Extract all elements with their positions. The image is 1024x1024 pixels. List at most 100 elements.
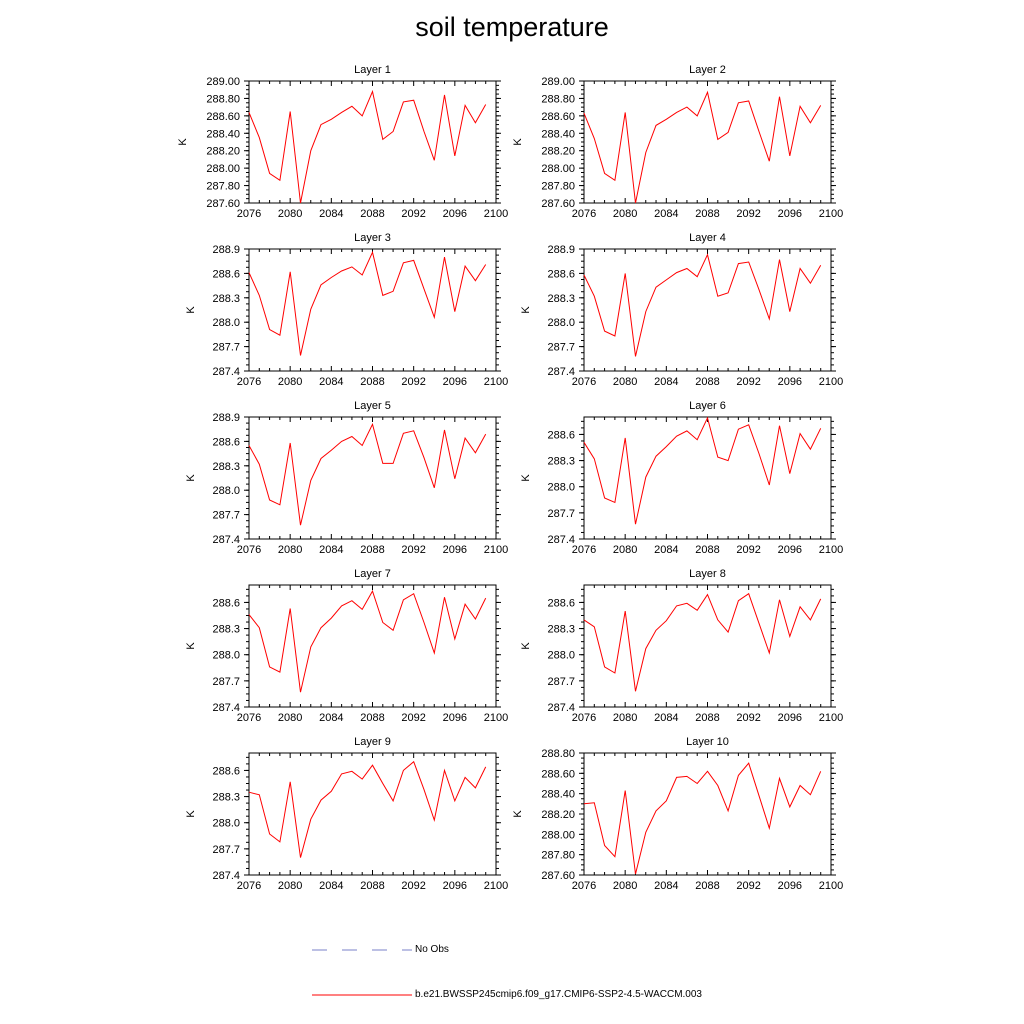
x-tick-label: 2100 bbox=[484, 208, 508, 220]
x-tick-label: 2092 bbox=[736, 880, 760, 892]
chart-panel-layer-7: 2076 2080 2084 2088 2092 2096 2100 287.4 287.7 28… bbox=[185, 568, 508, 724]
y-tick-label: 288.3 bbox=[547, 293, 575, 305]
chart-panel-layer-5: 2076 2080 2084 2088 2092 2096 2100 287.4 287.7 28… bbox=[185, 400, 508, 556]
panel-title: Layer 4 bbox=[689, 232, 726, 244]
series-line bbox=[583, 253, 822, 357]
y-tick-label: 287.4 bbox=[212, 366, 240, 378]
x-tick-label: 2092 bbox=[736, 376, 760, 388]
y-tick-label: 288.6 bbox=[212, 765, 240, 777]
x-tick-label: 2084 bbox=[654, 880, 678, 892]
x-tick-label: 2080 bbox=[613, 376, 637, 388]
series-line bbox=[583, 90, 822, 204]
y-axis-label: K bbox=[512, 810, 524, 818]
y-tick-label: 288.3 bbox=[547, 624, 575, 636]
x-tick-label: 2088 bbox=[360, 880, 384, 892]
x-tick-label: 2076 bbox=[237, 544, 261, 556]
y-tick-label: 287.7 bbox=[547, 676, 575, 688]
x-tick-label: 2080 bbox=[278, 880, 302, 892]
x-tick-label: 2076 bbox=[572, 376, 596, 388]
x-tick-label: 2076 bbox=[572, 544, 596, 556]
x-tick-label: 2096 bbox=[443, 544, 467, 556]
x-tick-label: 2080 bbox=[613, 712, 637, 724]
plot-frame bbox=[248, 416, 497, 540]
x-tick-label: 2100 bbox=[819, 208, 843, 220]
y-tick-label: 289.00 bbox=[206, 76, 240, 88]
x-tick-label: 2092 bbox=[401, 880, 425, 892]
y-tick-label: 288.60 bbox=[541, 768, 575, 780]
x-tick-label: 2096 bbox=[443, 712, 467, 724]
y-tick-label: 288.0 bbox=[547, 482, 575, 494]
y-tick-label: 287.7 bbox=[212, 676, 240, 688]
x-tick-label: 2076 bbox=[237, 376, 261, 388]
x-tick-label: 2076 bbox=[237, 712, 261, 724]
panel-title: Layer 1 bbox=[354, 64, 391, 76]
panel-title: Layer 6 bbox=[689, 400, 726, 412]
x-tick-label: 2088 bbox=[695, 880, 719, 892]
x-tick-label: 2096 bbox=[443, 880, 467, 892]
y-tick-label: 287.80 bbox=[541, 850, 575, 862]
y-tick-label: 288.3 bbox=[547, 456, 575, 468]
x-tick-label: 2096 bbox=[778, 712, 802, 724]
x-tick-label: 2088 bbox=[695, 544, 719, 556]
y-tick-label: 287.7 bbox=[212, 342, 240, 354]
x-tick-label: 2088 bbox=[695, 208, 719, 220]
x-tick-label: 2100 bbox=[484, 712, 508, 724]
y-tick-label: 288.6 bbox=[547, 429, 575, 441]
plot-frame bbox=[248, 248, 497, 372]
y-tick-label: 288.60 bbox=[206, 111, 240, 123]
x-tick-label: 2092 bbox=[736, 544, 760, 556]
y-tick-label: 287.4 bbox=[547, 366, 575, 378]
series-line bbox=[583, 416, 822, 525]
y-tick-label: 289.00 bbox=[541, 76, 575, 88]
y-tick-label: 288.20 bbox=[541, 146, 575, 158]
x-tick-label: 2084 bbox=[654, 208, 678, 220]
series-line bbox=[248, 250, 487, 356]
x-tick-label: 2096 bbox=[778, 880, 802, 892]
panel-title: Layer 5 bbox=[354, 400, 391, 412]
x-tick-label: 2092 bbox=[401, 712, 425, 724]
x-tick-label: 2084 bbox=[319, 208, 343, 220]
series-line bbox=[248, 422, 487, 526]
y-tick-label: 288.00 bbox=[541, 163, 575, 175]
x-tick-label: 2096 bbox=[443, 376, 467, 388]
y-tick-label: 288.6 bbox=[212, 436, 240, 448]
y-axis-label: K bbox=[185, 642, 197, 650]
y-tick-label: 288.00 bbox=[206, 163, 240, 175]
y-tick-label: 287.60 bbox=[206, 198, 240, 210]
x-tick-label: 2092 bbox=[401, 208, 425, 220]
chart-panel-layer-2: 2076 2080 2084 2088 2092 2096 2100 287.60 287.80… bbox=[512, 64, 843, 220]
x-tick-label: 2080 bbox=[278, 376, 302, 388]
y-tick-label: 288.80 bbox=[541, 748, 575, 760]
y-tick-label: 288.80 bbox=[206, 93, 240, 105]
plot-frame bbox=[583, 416, 832, 540]
chart-panel-layer-9: 2076 2080 2084 2088 2092 2096 2100 287.4 287.7 28… bbox=[185, 736, 508, 892]
x-tick-label: 2080 bbox=[613, 880, 637, 892]
y-tick-label: 288.0 bbox=[212, 485, 240, 497]
chart-panel-layer-1: 2076 2080 2084 2088 2092 2096 2100 287.60 287.80… bbox=[177, 64, 508, 220]
x-tick-label: 2100 bbox=[484, 544, 508, 556]
x-tick-label: 2076 bbox=[572, 880, 596, 892]
figure-title: soil temperature bbox=[415, 12, 609, 42]
y-tick-label: 288.0 bbox=[212, 317, 240, 329]
x-tick-label: 2076 bbox=[237, 208, 261, 220]
legend-model-label: b.e21.BWSSP245cmip6.f09_g17.CMIP6-SSP2-4… bbox=[415, 989, 702, 1000]
y-tick-label: 287.4 bbox=[212, 702, 240, 714]
y-tick-label: 288.20 bbox=[206, 146, 240, 158]
x-tick-label: 2080 bbox=[278, 208, 302, 220]
x-tick-label: 2084 bbox=[654, 544, 678, 556]
y-tick-label: 288.20 bbox=[541, 809, 575, 821]
series-line bbox=[583, 762, 822, 875]
chart-panel-layer-6: 2076 2080 2084 2088 2092 2096 2100 287.4 287.7 28… bbox=[520, 400, 843, 556]
legend bbox=[312, 949, 412, 996]
y-tick-label: 288.0 bbox=[212, 818, 240, 830]
y-tick-label: 288.6 bbox=[212, 268, 240, 280]
x-tick-label: 2096 bbox=[778, 208, 802, 220]
y-axis-label: K bbox=[185, 474, 197, 482]
y-tick-label: 288.3 bbox=[212, 792, 240, 804]
y-tick-label: 288.0 bbox=[212, 650, 240, 662]
x-tick-label: 2096 bbox=[443, 208, 467, 220]
x-tick-label: 2092 bbox=[736, 712, 760, 724]
y-tick-label: 287.4 bbox=[547, 534, 575, 546]
x-tick-label: 2088 bbox=[360, 712, 384, 724]
x-tick-label: 2100 bbox=[819, 880, 843, 892]
